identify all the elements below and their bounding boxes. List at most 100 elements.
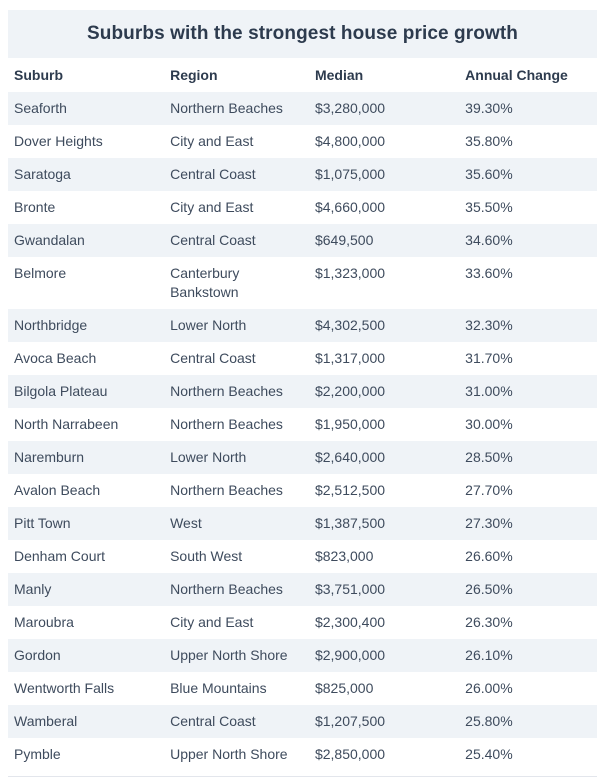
cell-median: $4,800,000 xyxy=(308,125,460,158)
cell-median: $2,900,000 xyxy=(308,639,460,672)
cell-suburb: Bronte xyxy=(8,191,165,224)
cell-median: $2,850,000 xyxy=(308,738,460,771)
cell-median: $1,387,500 xyxy=(308,507,460,540)
cell-median: $823,000 xyxy=(308,540,460,573)
page-title: Suburbs with the strongest house price g… xyxy=(87,23,518,44)
cell-suburb: Wentworth Falls xyxy=(8,672,165,705)
cell-suburb: Maroubra xyxy=(8,606,165,639)
table-title-banner: Suburbs with the strongest house price g… xyxy=(8,10,597,58)
cell-annual-change: 27.70% xyxy=(459,474,597,507)
cell-median: $3,751,000 xyxy=(308,573,460,606)
header-row: Suburb Region Median Annual Change xyxy=(8,58,597,92)
table-row: Maroubra City and East $2,300,400 26.30% xyxy=(8,606,597,639)
table-row: Gwandalan Central Coast $649,500 34.60% xyxy=(8,224,597,257)
house-price-growth-table: Suburb Region Median Annual Change Seafo… xyxy=(8,58,597,771)
cell-region: Northern Beaches xyxy=(164,375,309,408)
cell-median: $3,280,000 xyxy=(308,92,460,125)
cell-region: Upper North Shore xyxy=(164,738,309,771)
table-row: Avalon Beach Northern Beaches $2,512,500 27… xyxy=(8,474,597,507)
table-header: Suburb Region Median Annual Change xyxy=(8,58,597,92)
cell-annual-change: 26.10% xyxy=(459,639,597,672)
cell-suburb: Gordon xyxy=(8,639,165,672)
cell-annual-change: 32.30% xyxy=(459,309,597,342)
cell-annual-change: 27.30% xyxy=(459,507,597,540)
cell-region: Northern Beaches xyxy=(164,573,309,606)
cell-suburb: North Narrabeen xyxy=(8,408,165,441)
table-row: Denham Court South West $823,000 26.60% xyxy=(8,540,597,573)
cell-median: $2,200,000 xyxy=(308,375,460,408)
cell-median: $4,660,000 xyxy=(308,191,460,224)
cell-suburb: Avalon Beach xyxy=(8,474,165,507)
cell-region: Lower North xyxy=(164,441,309,474)
cell-region: City and East xyxy=(164,606,309,639)
cell-median: $825,000 xyxy=(308,672,460,705)
cell-suburb: Wamberal xyxy=(8,705,165,738)
cell-annual-change: 35.60% xyxy=(459,158,597,191)
table-row: Bronte City and East $4,660,000 35.50% xyxy=(8,191,597,224)
cell-annual-change: 34.60% xyxy=(459,224,597,257)
cell-annual-change: 26.00% xyxy=(459,672,597,705)
table-row: Northbridge Lower North $4,302,500 32.30% xyxy=(8,309,597,342)
cell-annual-change: 31.70% xyxy=(459,342,597,375)
table-row: Avoca Beach Central Coast $1,317,000 31.70% xyxy=(8,342,597,375)
cell-median: $1,075,000 xyxy=(308,158,460,191)
cell-region: West xyxy=(164,507,309,540)
table-row: Saratoga Central Coast $1,075,000 35.60% xyxy=(8,158,597,191)
cell-annual-change: 33.60% xyxy=(459,257,597,309)
cell-region: Upper North Shore xyxy=(164,639,309,672)
cell-median: $1,317,000 xyxy=(308,342,460,375)
cell-annual-change: 25.80% xyxy=(459,705,597,738)
table-row: Gordon Upper North Shore $2,900,000 26.10% xyxy=(8,639,597,672)
table-row: Bilgola Plateau Northern Beaches $2,200,00… xyxy=(8,375,597,408)
cell-median: $1,323,000 xyxy=(308,257,460,309)
table-row: Pitt Town West $1,387,500 27.30% xyxy=(8,507,597,540)
cell-median: $2,512,500 xyxy=(308,474,460,507)
table-row: Belmore Canterbury Bankstown $1,323,000 33.… xyxy=(8,257,597,309)
cell-annual-change: 28.50% xyxy=(459,441,597,474)
cell-suburb: Seaforth xyxy=(8,92,165,125)
cell-region: Lower North xyxy=(164,309,309,342)
cell-suburb: Denham Court xyxy=(8,540,165,573)
column-header-annual-change: Annual Change xyxy=(459,58,597,92)
cell-median: $4,302,500 xyxy=(308,309,460,342)
cell-region: South West xyxy=(164,540,309,573)
cell-suburb: Manly xyxy=(8,573,165,606)
cell-region: Central Coast xyxy=(164,342,309,375)
table-row: Naremburn Lower North $2,640,000 28.50% xyxy=(8,441,597,474)
cell-suburb: Dover Heights xyxy=(8,125,165,158)
cell-suburb: Avoca Beach xyxy=(8,342,165,375)
cell-annual-change: 35.80% xyxy=(459,125,597,158)
cell-median: $2,300,400 xyxy=(308,606,460,639)
column-header-region: Region xyxy=(164,58,309,92)
bottom-divider xyxy=(8,776,597,777)
table-row: North Narrabeen Northern Beaches $1,950,00… xyxy=(8,408,597,441)
cell-suburb: Naremburn xyxy=(8,441,165,474)
cell-suburb: Pymble xyxy=(8,738,165,771)
cell-suburb: Belmore xyxy=(8,257,165,309)
cell-annual-change: 31.00% xyxy=(459,375,597,408)
cell-region: Northern Beaches xyxy=(164,474,309,507)
cell-annual-change: 26.50% xyxy=(459,573,597,606)
cell-region: Central Coast xyxy=(164,705,309,738)
cell-annual-change: 30.00% xyxy=(459,408,597,441)
cell-region: Central Coast xyxy=(164,224,309,257)
cell-median: $649,500 xyxy=(308,224,460,257)
cell-median: $2,640,000 xyxy=(308,441,460,474)
cell-region: City and East xyxy=(164,125,309,158)
cell-region: Canterbury Bankstown xyxy=(164,257,309,309)
table-body: Seaforth Northern Beaches $3,280,000 39.30%… xyxy=(8,92,597,771)
cell-region: City and East xyxy=(164,191,309,224)
cell-annual-change: 26.30% xyxy=(459,606,597,639)
cell-region: Central Coast xyxy=(164,158,309,191)
cell-suburb: Saratoga xyxy=(8,158,165,191)
cell-annual-change: 26.60% xyxy=(459,540,597,573)
cell-annual-change: 39.30% xyxy=(459,92,597,125)
cell-suburb: Pitt Town xyxy=(8,507,165,540)
table-row: Wentworth Falls Blue Mountains $825,000 26.… xyxy=(8,672,597,705)
cell-annual-change: 25.40% xyxy=(459,738,597,771)
table-row: Wamberal Central Coast $1,207,500 25.80% xyxy=(8,705,597,738)
column-header-median: Median xyxy=(308,58,460,92)
cell-region: Northern Beaches xyxy=(164,408,309,441)
cell-region: Northern Beaches xyxy=(164,92,309,125)
